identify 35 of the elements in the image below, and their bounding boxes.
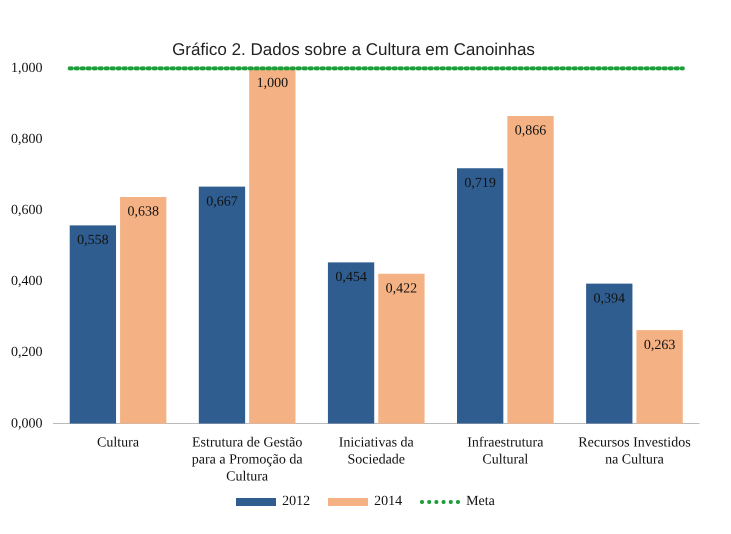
data-label: 0,422	[386, 281, 418, 296]
data-label: 0,454	[335, 270, 367, 286]
data-label: 0,558	[77, 233, 109, 248]
x-tick-label: Iniciativas da Sociedade	[338, 436, 415, 468]
legend-label: 2012	[282, 494, 310, 510]
bar	[70, 225, 116, 424]
bar	[457, 168, 504, 424]
y-tick-label: 0,000	[11, 416, 42, 432]
bar	[586, 284, 632, 424]
legend-label: 2014	[374, 494, 402, 510]
legend-label: Meta	[466, 494, 495, 510]
x-tick-label: Cultura	[97, 436, 140, 451]
bar	[378, 274, 425, 424]
y-tick-label: 0,800	[11, 132, 42, 148]
data-label: 0,866	[514, 124, 546, 139]
bar	[636, 330, 683, 424]
y-tick-label: 0,200	[11, 345, 42, 360]
y-tick-label: 0,400	[11, 274, 42, 290]
data-label: 0,638	[127, 204, 159, 220]
bar	[249, 68, 296, 424]
data-label: 0,394	[594, 291, 626, 306]
y-tick-label: 1,000	[11, 61, 42, 76]
x-tick-label: Recursos Investidos na Cultura	[578, 436, 691, 468]
bar	[507, 116, 554, 424]
chart-title: Gráfico 2. Dados sobre a Cultura em Canoinhas	[172, 40, 535, 59]
data-label: 1,000	[256, 76, 288, 92]
bar	[198, 186, 246, 424]
x-tick-label: Estrutura de Gestão para a Promoção da Cultura	[192, 436, 304, 484]
bar	[328, 262, 374, 424]
x-tick-label: Infraestrutura Cultural	[467, 436, 544, 468]
data-label: 0,667	[206, 194, 238, 210]
data-label: 0,719	[464, 176, 496, 191]
data-label: 0,263	[644, 338, 676, 353]
y-tick-label: 0,600	[11, 203, 42, 218]
bar	[120, 196, 166, 424]
